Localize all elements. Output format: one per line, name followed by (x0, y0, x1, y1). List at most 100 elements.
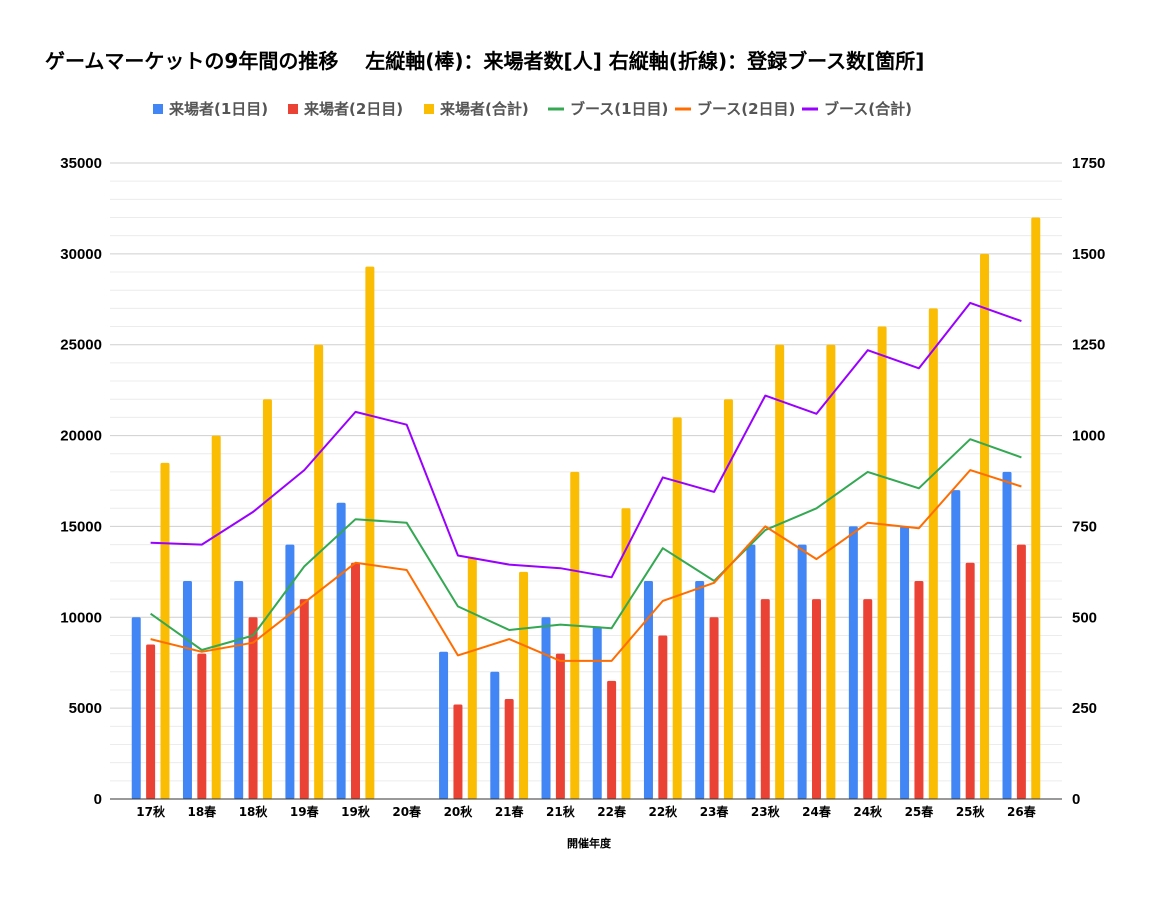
y-left-tick-label: 0 (94, 791, 102, 808)
y-right-tick-label: 750 (1072, 518, 1097, 535)
bar (746, 544, 756, 799)
x-tick-label: 18秋 (239, 804, 269, 819)
bar (877, 326, 887, 799)
bar (723, 399, 733, 799)
bar (709, 617, 719, 799)
bar (760, 599, 770, 799)
bar (812, 599, 821, 799)
bar (775, 344, 785, 799)
bar (672, 417, 682, 799)
axes: 0 5000 10000 15000 20000 25000 30000 35000 0 250 5… (60, 155, 1105, 819)
y-left-tick-label: 20000 (60, 428, 102, 445)
y-left-tick-label: 25000 (60, 337, 102, 354)
bar (621, 508, 631, 799)
bar (1031, 217, 1041, 799)
x-tick-label: 24春 (802, 804, 832, 819)
bar (299, 599, 309, 799)
y-left-tick-label: 5000 (69, 700, 102, 717)
legend-swatch (153, 104, 163, 114)
bar (351, 562, 360, 799)
legend-label: ブース(2日目) (697, 100, 795, 118)
x-tick-label: 19秋 (341, 804, 371, 819)
bar (863, 599, 873, 799)
x-tick-label: 25秋 (956, 804, 986, 819)
legend-swatch (288, 104, 298, 114)
x-tick-label: 19春 (290, 804, 320, 819)
x-tick-label: 22秋 (648, 804, 678, 819)
y-right-tick-label: 0 (1072, 791, 1080, 808)
bar (1002, 471, 1012, 799)
bar (211, 435, 221, 799)
x-tick-label: 26春 (1007, 804, 1037, 819)
legend-label: 来場者(合計) (439, 100, 529, 118)
legend-label: 来場者(1日目) (168, 100, 268, 118)
y-right-tick-label: 500 (1072, 609, 1097, 626)
x-axis-label: 開催年度 (567, 836, 612, 850)
y-right-tick-label: 1500 (1072, 246, 1105, 263)
bar (131, 617, 141, 799)
y-left-tick-label: 15000 (60, 518, 102, 535)
bar (826, 344, 836, 799)
series-line (150, 301, 1022, 579)
bar (658, 635, 668, 799)
bar (797, 544, 807, 799)
x-tick-label: 24秋 (853, 804, 883, 819)
x-tick-label: 23春 (700, 804, 730, 819)
y-left-tick-label: 30000 (60, 246, 102, 263)
bar (965, 562, 975, 799)
x-tick-label: 23秋 (751, 804, 781, 819)
bar (848, 526, 858, 799)
x-tick-label: 20春 (392, 804, 422, 819)
bar (643, 580, 653, 799)
bar (541, 617, 551, 799)
x-tick-label: 18春 (187, 804, 217, 819)
bar (555, 653, 565, 799)
x-tick-label: 21春 (495, 804, 525, 819)
x-tick-label: 21秋 (546, 804, 576, 819)
y-left-tick-label: 10000 (60, 609, 102, 626)
bar (928, 308, 938, 799)
bar (234, 580, 244, 799)
bar (453, 704, 463, 799)
bar (248, 617, 258, 799)
bar (467, 557, 477, 799)
y-right-tick-label: 250 (1072, 700, 1097, 717)
legend-swatch (424, 104, 434, 114)
series-line (150, 469, 1022, 662)
legend-label: ブース(合計) (824, 100, 912, 118)
bar (914, 580, 924, 799)
legend-label: 来場者(2日目) (303, 100, 403, 118)
bar (951, 490, 961, 799)
series-line (150, 438, 1022, 651)
bar (262, 399, 272, 799)
bar (182, 580, 192, 799)
bar (900, 526, 910, 799)
bar (570, 471, 580, 799)
bar (285, 544, 295, 799)
chart-title: ゲームマーケットの9年間の推移 左縦軸(棒)：来場者数[人] 右縦軸(折線)：登… (45, 49, 924, 73)
x-tick-label: 25春 (905, 804, 935, 819)
bar (314, 344, 324, 799)
bar (490, 671, 500, 799)
y-right-tick-label: 1000 (1072, 428, 1105, 445)
legend: 来場者(1日目) 来場者(2日目) 来場者(合計) ブース(1日目) ブース(2日目) ブ… (153, 100, 912, 118)
bar (1016, 544, 1026, 799)
legend-label: ブース(1日目) (570, 100, 668, 118)
bar (519, 571, 529, 799)
x-tick-label: 17秋 (136, 804, 166, 819)
bar (695, 580, 705, 799)
bar (336, 502, 346, 799)
lines (150, 301, 1022, 662)
bar (439, 651, 449, 799)
x-tick-label: 22春 (597, 804, 627, 819)
bar (504, 699, 514, 799)
bar (197, 653, 207, 799)
x-tick-label: 20秋 (444, 804, 474, 819)
bar (160, 462, 170, 799)
bar (607, 680, 617, 799)
bar (980, 253, 990, 799)
bar (365, 266, 375, 799)
bar (146, 644, 156, 799)
